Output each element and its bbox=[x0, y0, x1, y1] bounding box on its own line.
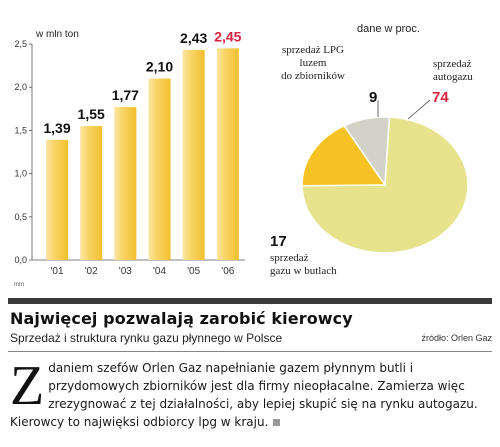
headline: Najwięcej pozwalają zarobić kierowcy bbox=[10, 309, 353, 328]
thin-rule bbox=[8, 351, 492, 352]
pie-label-butle-line1: sprzedaż bbox=[270, 252, 309, 264]
pie-value-autogaz: 74 bbox=[432, 89, 449, 106]
bar-value-label: 2,45 bbox=[214, 30, 241, 44]
pie-slice bbox=[301, 124, 387, 187]
y-tick-label: 0,0 bbox=[14, 255, 27, 265]
bar-unit-label: w mln ton bbox=[35, 30, 79, 40]
pie-label-lpg-line3: do zbiorników bbox=[281, 70, 345, 82]
pie-label-autogaz-line2: autogazu bbox=[433, 71, 473, 83]
pie-label-butle-line2: gazu w butlach bbox=[270, 265, 337, 277]
y-tick-label: 0,5 bbox=[14, 212, 27, 222]
end-mark-icon bbox=[273, 419, 281, 426]
pie-label-autogaz: sprzedaż autogazu bbox=[433, 58, 473, 84]
pie-value-butle: 17 bbox=[270, 233, 287, 250]
y-tick-label: 1,5 bbox=[14, 125, 27, 135]
x-tick-label: '03 bbox=[119, 266, 132, 277]
bar-value-label: 1,55 bbox=[78, 106, 105, 122]
y-tick-label: 1,0 bbox=[14, 169, 27, 179]
pie-label-lpg: sprzedaż LPG luzem do zbiorników bbox=[263, 44, 363, 83]
y-tick-label: 2,5 bbox=[14, 39, 27, 49]
pie-label-lpg-line1: sprzedaż LPG bbox=[281, 44, 344, 56]
bar-value-label: 2,43 bbox=[180, 30, 207, 46]
bar-value-label: 2,10 bbox=[146, 59, 173, 75]
bar bbox=[114, 107, 137, 261]
bar bbox=[182, 50, 205, 260]
bar-value-label: 1,39 bbox=[43, 120, 70, 136]
x-tick-label: '04 bbox=[153, 266, 166, 277]
source-note: źródło: Orlen Gaz bbox=[421, 333, 492, 343]
bar-small-label: mm bbox=[14, 282, 24, 288]
pie-slice bbox=[343, 116, 391, 188]
pie-chart bbox=[301, 99, 469, 254]
x-tick-label: '01 bbox=[50, 266, 63, 277]
subheadline: Sprzedaż i struktura rynku gazu płynnego… bbox=[10, 331, 283, 345]
bar bbox=[148, 78, 171, 260]
pie-value-lpg: 9 bbox=[369, 89, 378, 106]
pie-label-butle: sprzedaż gazu w butlach bbox=[270, 252, 337, 278]
section-divider bbox=[8, 298, 492, 304]
bar bbox=[216, 48, 239, 260]
pie-label-autogaz-line1: sprzedaż bbox=[433, 58, 472, 70]
bar bbox=[80, 126, 103, 260]
bar-value-label: 1,77 bbox=[112, 87, 139, 103]
article-body-text: daniem szefów Orlen Gaz napełnianie gaze… bbox=[10, 361, 478, 429]
y-tick-label: 2,0 bbox=[14, 82, 27, 92]
x-tick-label: '02 bbox=[85, 266, 98, 277]
x-tick-label: '06 bbox=[221, 266, 234, 277]
pie-label-lpg-line2: luzem bbox=[299, 57, 327, 69]
x-tick-label: '05 bbox=[187, 266, 200, 277]
pie-leader-line bbox=[407, 99, 431, 120]
pie-unit-label: dane w proc. bbox=[357, 23, 420, 35]
bar-chart: 0,0 0,5 1,0 1,5 2,0 2,5 1,39 '01 1,55 '02 1,77 '03… bbox=[14, 30, 245, 288]
bar bbox=[46, 139, 68, 260]
dropcap: Z bbox=[10, 355, 45, 417]
